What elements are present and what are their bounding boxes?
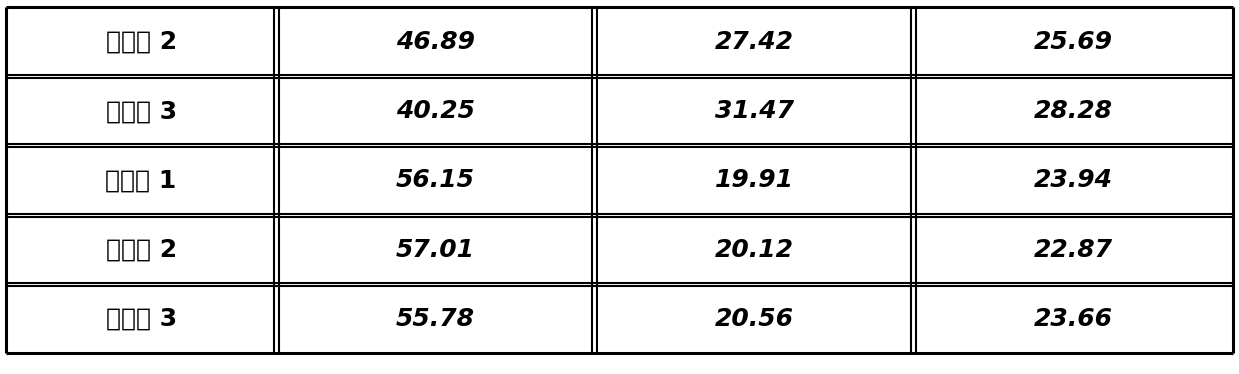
Text: 实施例 3: 实施例 3: [105, 99, 177, 123]
Text: 对比例 3: 对比例 3: [105, 307, 177, 331]
Text: 实施例 2: 实施例 2: [105, 30, 177, 54]
Text: 25.69: 25.69: [1033, 30, 1113, 54]
Text: 19.91: 19.91: [715, 168, 794, 193]
Text: 56.15: 56.15: [396, 168, 475, 193]
Text: 23.66: 23.66: [1033, 307, 1113, 331]
Text: 对比例 1: 对比例 1: [105, 168, 177, 193]
Text: 46.89: 46.89: [396, 30, 475, 54]
Text: 27.42: 27.42: [715, 30, 794, 54]
Text: 57.01: 57.01: [396, 237, 475, 262]
Text: 22.87: 22.87: [1033, 237, 1113, 262]
Text: 31.47: 31.47: [715, 99, 794, 123]
Text: 20.12: 20.12: [715, 237, 794, 262]
Text: 55.78: 55.78: [396, 307, 475, 331]
Text: 对比例 2: 对比例 2: [105, 237, 177, 262]
Text: 20.56: 20.56: [715, 307, 794, 331]
Text: 40.25: 40.25: [396, 99, 475, 123]
Text: 23.94: 23.94: [1033, 168, 1113, 193]
Text: 28.28: 28.28: [1033, 99, 1113, 123]
